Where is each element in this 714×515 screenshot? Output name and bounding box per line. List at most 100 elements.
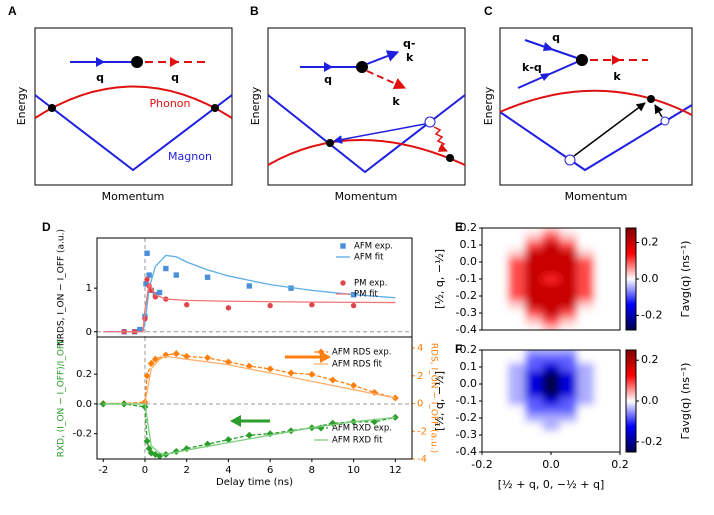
colorbar-slice [626, 262, 636, 265]
heatmap-cell [559, 430, 578, 440]
heatmap-cell [576, 249, 595, 259]
heatmap-cell [542, 371, 561, 381]
marker [246, 283, 252, 289]
y-axis-label: RXD, (I_ON − I_OFF)/I_OFF [57, 339, 67, 458]
colorbar-slice [626, 411, 636, 414]
colorbar-slice [626, 233, 636, 236]
marker [156, 452, 164, 460]
y2-tick-label: -4 [417, 454, 427, 465]
heatmap-cell [490, 308, 509, 318]
marker [147, 359, 155, 367]
heatmap-cell [542, 228, 561, 233]
heatmap-cell [482, 371, 492, 381]
colorbar-slice [626, 243, 636, 246]
colorbar-slice [626, 292, 636, 295]
colorbar-slice [626, 421, 636, 424]
heatmap-cell [559, 362, 578, 372]
label-k: k [406, 51, 414, 64]
colorbar-slice [626, 299, 636, 302]
heatmap-cell [576, 362, 595, 372]
heatmap-cell [559, 350, 578, 355]
heatmap-cell [611, 447, 620, 452]
x-tick-label: 0.0 [542, 458, 560, 471]
marker [156, 289, 163, 296]
y-tick-label: -0.1 [456, 272, 477, 285]
heatmap-cell [507, 228, 526, 233]
heatmap-cell [482, 447, 492, 452]
colorbar-slice [626, 353, 636, 356]
y-tick-label: 0.1 [460, 238, 478, 251]
heatmap-cell [594, 274, 612, 284]
heatmap-cell [542, 413, 561, 423]
heatmap-cell [576, 291, 595, 301]
x-tick-label: -0.2 [471, 458, 492, 471]
marker [350, 302, 357, 309]
heatmap-cell [525, 232, 543, 242]
colorbar-slice [626, 326, 636, 329]
colorbar-slice [626, 382, 636, 385]
crossing [48, 104, 56, 112]
marker [245, 431, 253, 439]
heatmap-cell [490, 325, 509, 330]
initial-state [564, 154, 576, 166]
colorbar-slice [626, 377, 636, 380]
vertex [576, 54, 588, 66]
y-tick-label: 0.2 [460, 221, 478, 234]
label-q: q [552, 31, 560, 44]
heatmap-cell [559, 422, 578, 432]
colorbar-slice [626, 290, 636, 293]
heatmap-cell [525, 362, 543, 372]
colorbar-slice [626, 402, 636, 405]
x-label: Momentum [335, 190, 398, 203]
heatmap-cell [507, 371, 526, 381]
heatmap-cell [482, 405, 492, 415]
marker [143, 437, 151, 445]
heatmap-cell [525, 325, 543, 330]
heatmap-cell [594, 350, 612, 355]
initial-state [424, 116, 436, 128]
heatmap-cell [525, 413, 543, 423]
heatmap-cell [490, 362, 509, 372]
y-tick-label: 0.1 [460, 360, 478, 373]
heatmap-cell [594, 283, 612, 293]
y-tick-label: -0.2 [456, 289, 477, 302]
colorbar-slice [626, 296, 636, 299]
heatmap-cell [594, 422, 612, 432]
heatmap-cell [542, 317, 561, 327]
heatmap-cell [611, 266, 620, 276]
heatmap-cell [611, 396, 620, 406]
heatmap-cell [482, 317, 492, 327]
colorbar-slice [626, 241, 636, 244]
magnon-curve [34, 94, 233, 172]
heatmap-cell [594, 388, 612, 398]
label-q-minus: q- [403, 37, 415, 50]
heatmap-cell [525, 257, 543, 267]
colorbar-slice [626, 231, 636, 234]
marker [224, 436, 232, 444]
y2-tick-label: 2 [417, 371, 423, 382]
heatmap-cell [482, 413, 492, 423]
colorbar-slice [626, 394, 636, 397]
y-tick-label: -0.3 [456, 428, 477, 441]
colorbar-slice [626, 324, 636, 327]
heatmap-cell [559, 325, 578, 330]
heatmap-cell [490, 430, 509, 440]
heatmap-cell [525, 388, 543, 398]
x-tick-label: 0.2 [611, 458, 629, 471]
legend-label: AFM RDS exp. [332, 348, 392, 358]
marker [329, 376, 337, 384]
colorbar-slice [626, 323, 636, 326]
heatmap-cell [490, 249, 509, 259]
colorbar-slice [626, 297, 636, 300]
colorbar-label: Γavg(q) (ns⁻¹) [679, 241, 692, 318]
colorbar-label: Γavg(q) (ns⁻¹) [679, 363, 692, 440]
heatmap-cell [507, 388, 526, 398]
y-label: Energy [15, 86, 28, 125]
heatmap-cell [611, 405, 620, 415]
marker [225, 305, 232, 311]
heatmap-cell [594, 396, 612, 406]
heatmap-cell [525, 291, 543, 301]
colorbar-slice [626, 392, 636, 395]
heatmap-cell [507, 362, 526, 372]
x-axis-label: [½ + q, 0, −½ + q] [498, 478, 605, 491]
